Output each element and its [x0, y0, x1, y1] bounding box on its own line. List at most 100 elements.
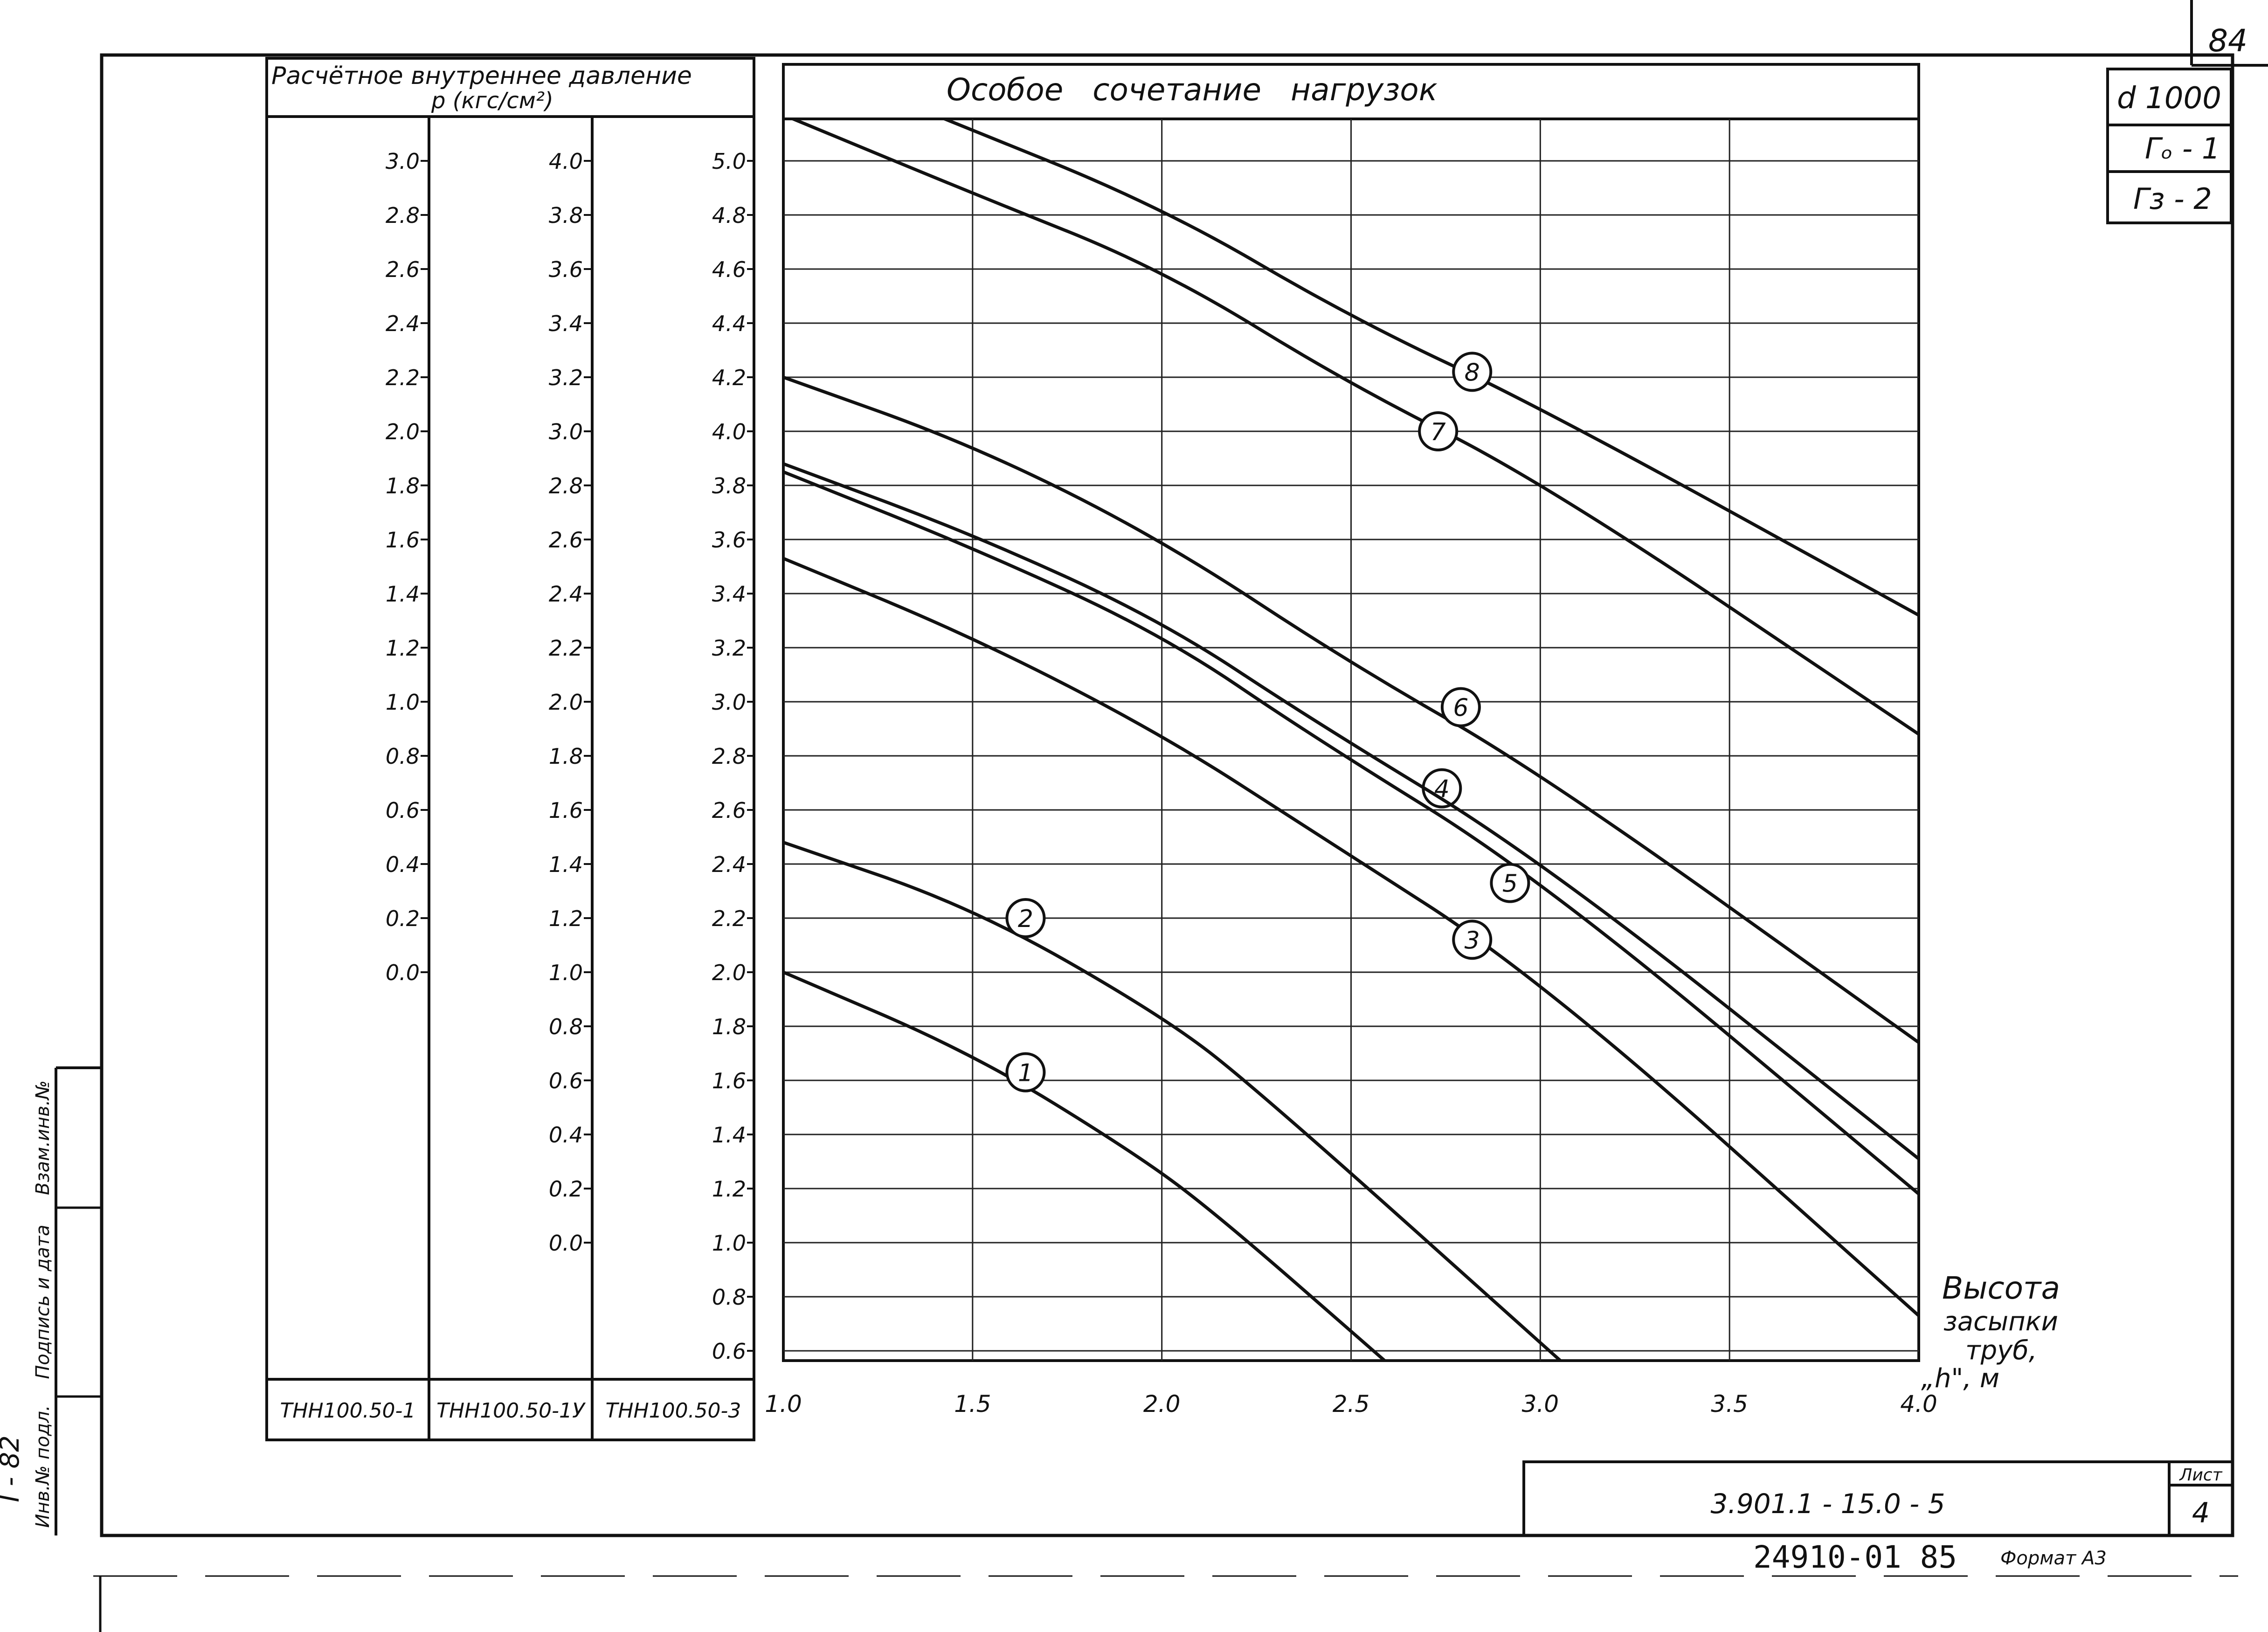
- x-axis-label-line: труб,: [1965, 1335, 2037, 1366]
- scale-tick-label: 1.8: [386, 473, 420, 498]
- scale-tick-label: 0.6: [712, 1339, 746, 1364]
- corner-number-box: 84: [2190, 0, 2268, 67]
- scale-tick-label: 3.6: [549, 257, 583, 282]
- x-axis-label-line: Высота: [1942, 1270, 2060, 1306]
- scale-tick-label: 0.8: [712, 1285, 746, 1310]
- scale-column-name: ТНН100.50-1У: [436, 1399, 586, 1423]
- scale-tick-label: 2.0: [549, 690, 583, 715]
- curve-7: [788, 119, 1919, 736]
- curve-label-7: 7: [1431, 418, 1446, 446]
- curve-label-2: 2: [1018, 905, 1033, 933]
- scale-tick-label: 2.0: [712, 960, 746, 985]
- scale-tick-label: 1.0: [712, 1231, 746, 1256]
- curve-label-6: 6: [1453, 694, 1468, 722]
- corner-number: 84: [2208, 23, 2247, 59]
- scale-column-name: ТНН100.50-1: [280, 1399, 416, 1423]
- document-code: 3.901.1 - 15.0 - 5: [1710, 1488, 1945, 1520]
- scale-tick-label: 0.6: [549, 1068, 583, 1093]
- paper-format: Формат А3: [2000, 1548, 2107, 1569]
- curve-5: [783, 462, 1919, 1160]
- curve-label-1: 1: [1018, 1059, 1033, 1087]
- pressure-header-line1: Расчётное внутреннее давление: [271, 62, 692, 90]
- curve-label-8: 8: [1465, 359, 1480, 387]
- param-g3: Гз - 2: [2133, 182, 2212, 216]
- inventory-number: 24910-01 85: [1753, 1539, 1957, 1575]
- scale-tick-label: 1.8: [549, 744, 583, 769]
- scale-tick-label: 2.8: [549, 473, 583, 498]
- x-tick-label: 1.5: [954, 1390, 991, 1418]
- grid: [783, 119, 1919, 1361]
- x-axis-label-line: засыпки: [1943, 1307, 2058, 1337]
- strip-signature-label: Подпись и дата: [32, 1224, 54, 1379]
- scale-tick-label: 2.6: [386, 257, 420, 282]
- plot-area: 1.0 1.5 2.0 2.5 3.0 3.5 4.0 Высотазасыпкитруб,„…: [765, 119, 2060, 1418]
- curve-8: [940, 119, 1919, 617]
- x-tick-label: 2.0: [1143, 1390, 1181, 1418]
- curve-6: [783, 375, 1919, 1044]
- scale-tick-label: 0.4: [549, 1122, 583, 1148]
- curve-marker-7: [1418, 411, 1459, 451]
- curve-marker-2: [1005, 898, 1046, 938]
- strip-inventory-label: Инв.№ подл.: [32, 1405, 54, 1528]
- scale-tick-label: 4.8: [712, 203, 746, 228]
- scale-tick-label: 3.4: [712, 581, 746, 607]
- scale-tick-label: 1.6: [712, 1068, 746, 1093]
- scale-tick-label: 2.4: [549, 581, 583, 607]
- scale-tick-label: 4.2: [712, 365, 746, 390]
- curve-marker-3: [1452, 920, 1493, 960]
- curve-marker-8: [1452, 352, 1493, 392]
- curve-marker-6: [1440, 687, 1481, 727]
- scale-tick-label: 1.6: [386, 527, 420, 553]
- scale-tick-label: 1.0: [386, 690, 420, 715]
- scale-tick-label: 4.6: [712, 257, 746, 282]
- scale-tick-label: 3.8: [712, 473, 746, 498]
- scale-tick-label: 2.2: [712, 906, 746, 931]
- scale-tick-label: 0.8: [549, 1014, 583, 1039]
- scale-tick-label: 0.0: [386, 960, 420, 985]
- scale-tick-label: 0.2: [386, 906, 420, 931]
- scale-tick-label: 4.0: [712, 419, 746, 444]
- curve-marker-1: [1005, 1052, 1046, 1093]
- scale-tick-label: 0.4: [386, 852, 420, 877]
- scale-tick-label: 3.0: [386, 149, 420, 174]
- x-axis-label-line: „h", м: [1921, 1363, 1999, 1394]
- scale-tick-label: 2.8: [712, 744, 746, 769]
- scale-tick-label: 3.4: [549, 311, 583, 336]
- scale-tick-label: 2.8: [386, 203, 420, 228]
- chart-title: Особое сочетание нагрузок: [947, 72, 1438, 108]
- curve-3: [783, 557, 1919, 1317]
- sheet-frame: [55, 53, 2238, 1632]
- scale-tick-label: 4.0: [549, 149, 583, 174]
- sheet-label: Лист: [2178, 1466, 2222, 1485]
- x-tick-label: 3.5: [1711, 1390, 1748, 1418]
- scale-tick-label: 2.6: [712, 798, 746, 823]
- x-tick-label: 1.0: [765, 1390, 802, 1418]
- scale-tick-label: 5.0: [712, 149, 746, 174]
- pressure-header-line2: p (кгс/см²): [431, 88, 553, 114]
- scale-tick-label: 2.4: [386, 311, 420, 336]
- scale-tick-label: 1.4: [549, 852, 583, 877]
- scale-tick-label: 3.6: [712, 527, 746, 553]
- scale-tick-label: 1.8: [712, 1014, 746, 1039]
- scale-tick-label: 1.2: [386, 636, 420, 661]
- scale-tick-label: 3.0: [549, 419, 583, 444]
- pipe-diameter: d 1000: [2117, 81, 2221, 116]
- scale-tick-label: 0.6: [386, 798, 420, 823]
- curve-marker-5: [1490, 863, 1530, 903]
- scale-tick-label: 2.2: [386, 365, 420, 390]
- scale-tick-label: 3.2: [712, 636, 746, 661]
- strip-replace-label: Взам.инв.№: [32, 1080, 54, 1195]
- scale-tick-label: 4.4: [712, 311, 746, 336]
- scale-tick-label: 0.0: [549, 1231, 583, 1256]
- scale-tick-label: 1.6: [549, 798, 583, 823]
- scale-tick-label: 1.4: [712, 1122, 746, 1148]
- stamp-number: I - 82: [0, 1435, 25, 1502]
- curve-1: [783, 970, 1387, 1361]
- pipe-params-table: [2106, 68, 2233, 224]
- scale-tick-label: 3.0: [712, 690, 746, 715]
- scale-tick-label: 2.2: [549, 636, 583, 661]
- x-tick-label: 2.5: [1333, 1390, 1370, 1418]
- sheet-number: 4: [2192, 1497, 2210, 1529]
- scale-tick-label: 2.0: [386, 419, 420, 444]
